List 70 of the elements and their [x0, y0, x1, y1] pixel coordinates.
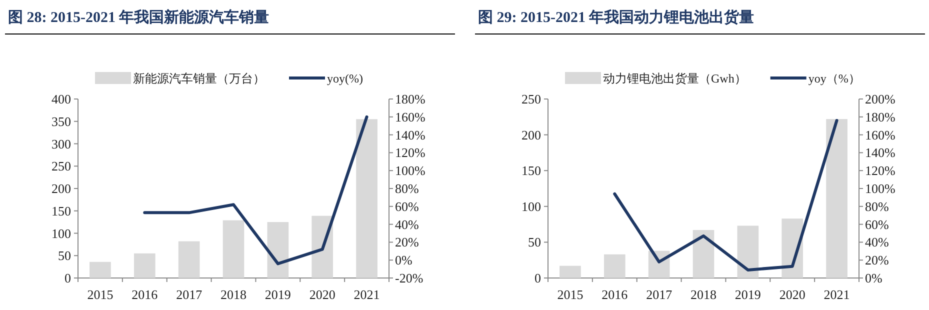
x-tick-label: 2016	[602, 287, 628, 302]
bar	[826, 119, 848, 278]
bar	[356, 119, 378, 278]
y-tick-label: 50	[58, 248, 71, 264]
y2-tick-label: 100%	[395, 163, 426, 178]
y2-tick-label: 0%	[395, 252, 412, 268]
chart-title: 图 28: 2015-2021 年我国新能源汽车销量	[8, 8, 270, 26]
x-tick-label: 2021	[824, 287, 850, 302]
x-tick-label: 2017	[176, 287, 203, 302]
y2-tick-label: 40%	[865, 234, 889, 250]
y2-tick-label: 40%	[395, 216, 419, 232]
y-tick-label: 150	[52, 203, 71, 218]
x-tick-label: 2016	[132, 287, 158, 302]
x-tick-label: 2019	[734, 287, 761, 302]
y-tick-label: 250	[52, 158, 71, 174]
legend-label: 动力锂电池出货量（Gwh）	[603, 72, 746, 86]
bar	[692, 230, 714, 278]
legend-label: yoy（%）	[808, 72, 860, 86]
y-tick-label: 0	[64, 270, 71, 286]
x-tick-label: 2015	[87, 287, 114, 302]
y2-tick-label: 180%	[395, 92, 426, 106]
x-tick-label: 2019	[264, 287, 291, 302]
x-tick-label: 2021	[354, 287, 380, 302]
y2-tick-label: 200%	[865, 92, 896, 106]
chart-title: 图 29: 2015-2021 年我国动力锂电池出货量	[478, 9, 754, 26]
y-tick-label: 200	[522, 127, 541, 142]
y2-tick-label: 180%	[865, 109, 896, 124]
x-tick-label: 2020	[779, 287, 806, 302]
y2-tick-label: 0%	[865, 270, 882, 286]
y-tick-label: 300	[52, 136, 71, 152]
line-series	[613, 118, 838, 272]
bar	[90, 262, 111, 278]
y-tick-label: 100	[522, 198, 541, 214]
x-tick-label: 2018	[220, 287, 246, 302]
x-tick-label: 2020	[309, 287, 336, 302]
bar	[222, 220, 244, 278]
bar	[737, 226, 759, 278]
y2-tick-label: 160%	[865, 127, 896, 142]
y2-tick-label: 140%	[395, 127, 426, 142]
x-tick-label: 2015	[557, 287, 584, 302]
y-tick-label: 0	[534, 270, 541, 286]
y-tick-label: 400	[52, 92, 71, 106]
y2-tick-label: 80%	[395, 181, 419, 196]
y2-tick-label: 100%	[865, 181, 896, 196]
y2-tick-label: 20%	[865, 252, 889, 268]
legend-label: 新能源汽车销量（万台）	[133, 72, 265, 86]
y-tick-label: 350	[52, 114, 71, 129]
bar	[267, 222, 289, 278]
x-tick-label: 2017	[646, 287, 673, 302]
y2-tick-label: 120%	[865, 163, 896, 178]
bar	[178, 241, 200, 278]
y2-tick-label: 120%	[395, 145, 426, 160]
bar	[134, 253, 156, 278]
y-tick-label: 150	[522, 163, 541, 178]
y2-tick-label: 60%	[865, 216, 889, 232]
y2-tick-label: 140%	[865, 145, 896, 160]
y2-tick-label: 80%	[865, 198, 889, 214]
y-tick-label: 100	[52, 226, 71, 241]
y2-tick-label: 160%	[395, 109, 426, 124]
bar	[604, 254, 626, 278]
y2-tick-label: 20%	[395, 234, 419, 250]
legend-label: yoy(%)	[327, 72, 363, 86]
y-tick-label: 50	[528, 234, 541, 250]
y-tick-label: 200	[52, 181, 71, 196]
y2-tick-label: -20%	[395, 270, 424, 286]
y-tick-label: 250	[522, 92, 541, 106]
y2-tick-label: 60%	[395, 198, 419, 214]
x-tick-label: 2018	[690, 287, 716, 302]
line-series	[143, 115, 368, 266]
bar	[560, 266, 581, 278]
